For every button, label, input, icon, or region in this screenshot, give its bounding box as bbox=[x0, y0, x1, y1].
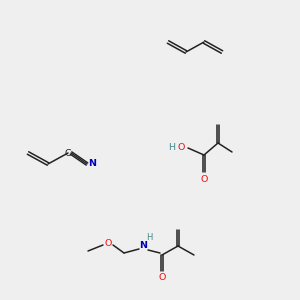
Text: N: N bbox=[88, 160, 96, 169]
Text: C: C bbox=[65, 148, 71, 158]
Text: H: H bbox=[146, 233, 152, 242]
Text: O: O bbox=[177, 143, 185, 152]
Text: H: H bbox=[169, 143, 176, 152]
Text: O: O bbox=[200, 175, 208, 184]
Text: O: O bbox=[104, 238, 112, 247]
Text: N: N bbox=[139, 242, 147, 250]
Text: O: O bbox=[158, 274, 166, 283]
